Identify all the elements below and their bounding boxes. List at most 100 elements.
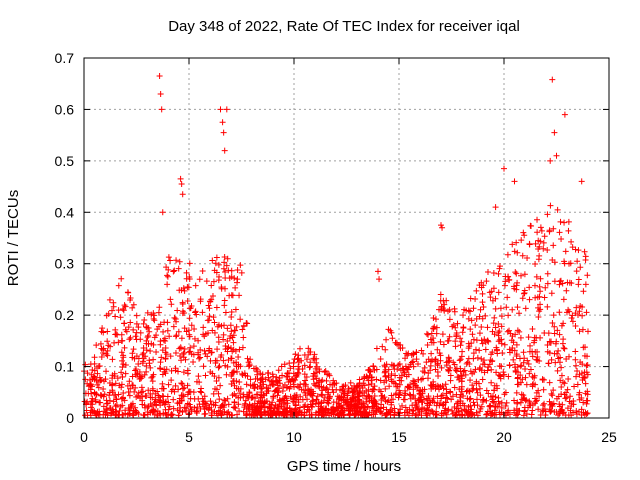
data-point xyxy=(316,368,323,375)
data-point xyxy=(488,366,495,373)
data-point xyxy=(230,332,237,339)
data-point xyxy=(180,385,187,392)
data-point xyxy=(535,256,542,263)
data-point xyxy=(504,328,511,335)
data-point xyxy=(487,356,494,363)
data-point xyxy=(539,402,546,409)
data-point xyxy=(295,359,302,366)
data-point xyxy=(216,396,223,403)
data-point xyxy=(121,344,128,351)
data-point xyxy=(459,329,466,336)
data-point xyxy=(392,372,399,379)
data-point xyxy=(412,399,419,406)
data-point xyxy=(469,387,476,394)
data-point xyxy=(290,359,297,366)
data-point xyxy=(459,375,466,382)
data-point xyxy=(497,375,504,382)
data-point xyxy=(556,229,563,236)
data-point xyxy=(509,241,516,248)
data-point xyxy=(501,391,508,398)
data-point xyxy=(218,284,225,291)
data-point xyxy=(562,248,569,255)
data-point xyxy=(553,409,560,416)
data-point xyxy=(224,255,231,262)
data-point xyxy=(230,339,237,346)
data-point xyxy=(492,324,499,331)
data-point xyxy=(544,280,551,287)
data-point xyxy=(141,316,148,323)
data-point xyxy=(234,266,241,273)
data-point xyxy=(579,326,586,333)
data-point xyxy=(436,306,443,313)
data-point xyxy=(310,355,317,362)
data-point xyxy=(535,406,542,413)
data-point xyxy=(503,304,510,311)
data-point xyxy=(254,375,261,382)
data-point xyxy=(96,408,103,415)
data-point xyxy=(104,412,111,419)
data-point xyxy=(439,331,446,338)
data-point xyxy=(399,344,406,351)
data-point xyxy=(415,406,422,413)
data-point xyxy=(446,316,453,323)
axis-ticks: 0 5 10 15 20 25 0 0.1 0.2 0.3 0.4 0.5 0.6 0.7 xyxy=(55,50,617,445)
data-point xyxy=(167,257,174,264)
data-point xyxy=(132,367,139,374)
data-point xyxy=(381,379,388,386)
data-point xyxy=(149,378,156,385)
data-point xyxy=(250,365,257,372)
data-point xyxy=(572,322,579,329)
data-point xyxy=(403,350,410,357)
data-point xyxy=(107,343,114,350)
data-point xyxy=(559,401,566,408)
data-point xyxy=(217,354,224,361)
data-point xyxy=(143,347,150,354)
data-point xyxy=(476,347,483,354)
data-point xyxy=(118,395,125,402)
data-point xyxy=(513,341,520,348)
data-point xyxy=(208,412,215,419)
data-point xyxy=(519,376,526,383)
data-point xyxy=(540,386,547,393)
data-point xyxy=(126,378,133,385)
data-point xyxy=(118,349,125,356)
y-axis-label: ROTI / TECUs xyxy=(5,190,22,286)
data-point xyxy=(306,348,313,355)
data-point xyxy=(506,327,513,334)
data-point xyxy=(463,307,470,314)
data-point xyxy=(279,372,286,379)
data-point xyxy=(483,387,490,394)
data-point xyxy=(520,412,527,419)
data-point xyxy=(181,404,188,411)
data-point xyxy=(466,361,473,368)
data-point xyxy=(525,334,532,341)
data-point xyxy=(493,344,500,351)
data-point xyxy=(517,399,524,406)
data-point xyxy=(150,407,157,414)
data-point xyxy=(103,397,110,404)
data-point xyxy=(521,271,528,278)
data-point xyxy=(534,229,541,236)
data-point xyxy=(200,324,207,331)
data-point xyxy=(580,399,587,406)
y-tick-label: 0 xyxy=(66,410,74,426)
data-point xyxy=(246,389,253,396)
data-point xyxy=(192,282,199,289)
data-point xyxy=(196,355,203,362)
data-point xyxy=(457,356,464,363)
data-point xyxy=(137,329,144,336)
data-point xyxy=(430,395,437,402)
data-point xyxy=(518,272,525,279)
data-point xyxy=(410,408,417,415)
data-point xyxy=(495,270,502,277)
data-point xyxy=(514,279,521,286)
data-point xyxy=(583,309,590,316)
data-point xyxy=(180,369,187,376)
data-point xyxy=(537,301,544,308)
data-point xyxy=(257,398,264,405)
data-point xyxy=(240,323,247,330)
outlier-point xyxy=(178,181,185,187)
data-point xyxy=(536,393,543,400)
data-point xyxy=(519,295,526,302)
data-point xyxy=(229,392,236,399)
